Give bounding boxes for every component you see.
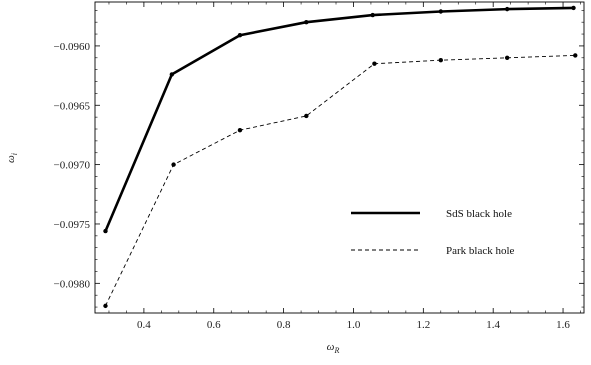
y-tick-label: −0.0965 (54, 100, 91, 112)
y-axis-title-sub: i (10, 153, 19, 155)
data-point-park (573, 53, 578, 58)
data-point-sds (103, 228, 108, 234)
data-point-sds (504, 6, 510, 12)
data-point-park (171, 162, 176, 167)
data-point-sds (169, 72, 175, 77)
legend-label-park: Park black hole (446, 245, 515, 257)
data-point-park (103, 303, 108, 309)
x-axis-title-main: ω (327, 341, 335, 353)
data-point-park (304, 113, 309, 119)
x-tick-label: 0.6 (207, 319, 221, 331)
data-point-sds (304, 19, 309, 25)
y-tick-label: −0.0980 (54, 278, 91, 290)
legend: SdS black hole Park black hole (351, 208, 515, 257)
y-axis-title-main: ω (5, 155, 17, 163)
axis-ticks: 0.4 0.6 0.8 1.0 1.2 1.4 1.6 −0.0960 −0.0965 −0.09… (54, 2, 584, 331)
x-tick-label: 1.2 (416, 319, 430, 331)
data-point-park (438, 57, 443, 63)
series-line-sds (104, 6, 574, 232)
y-tick-label: −0.0960 (54, 41, 91, 53)
data-point-sds (370, 12, 375, 18)
data-point-park (372, 61, 377, 66)
x-axis-title-sub: R (333, 346, 339, 355)
x-tick-label: 0.4 (137, 319, 151, 331)
data-point-park (504, 55, 510, 60)
x-tick-label: 1.0 (347, 319, 361, 331)
data-point-sds (438, 9, 443, 14)
series-layer (103, 5, 578, 309)
series-line-park (105, 54, 576, 307)
y-tick-label: −0.0970 (54, 160, 91, 172)
y-tick-label: −0.0975 (54, 219, 91, 231)
x-tick-label: 1.4 (486, 319, 500, 331)
plot-frame (94, 1, 585, 314)
x-axis-title: ωR (327, 341, 340, 355)
data-point-sds (571, 5, 576, 11)
data-point-park (237, 127, 243, 133)
y-axis-title: ωi (5, 153, 19, 163)
x-tick-label: 1.6 (556, 319, 570, 331)
x-tick-label: 0.8 (277, 319, 291, 331)
data-point-sds (237, 33, 243, 38)
legend-label-sds: SdS black hole (446, 208, 512, 220)
